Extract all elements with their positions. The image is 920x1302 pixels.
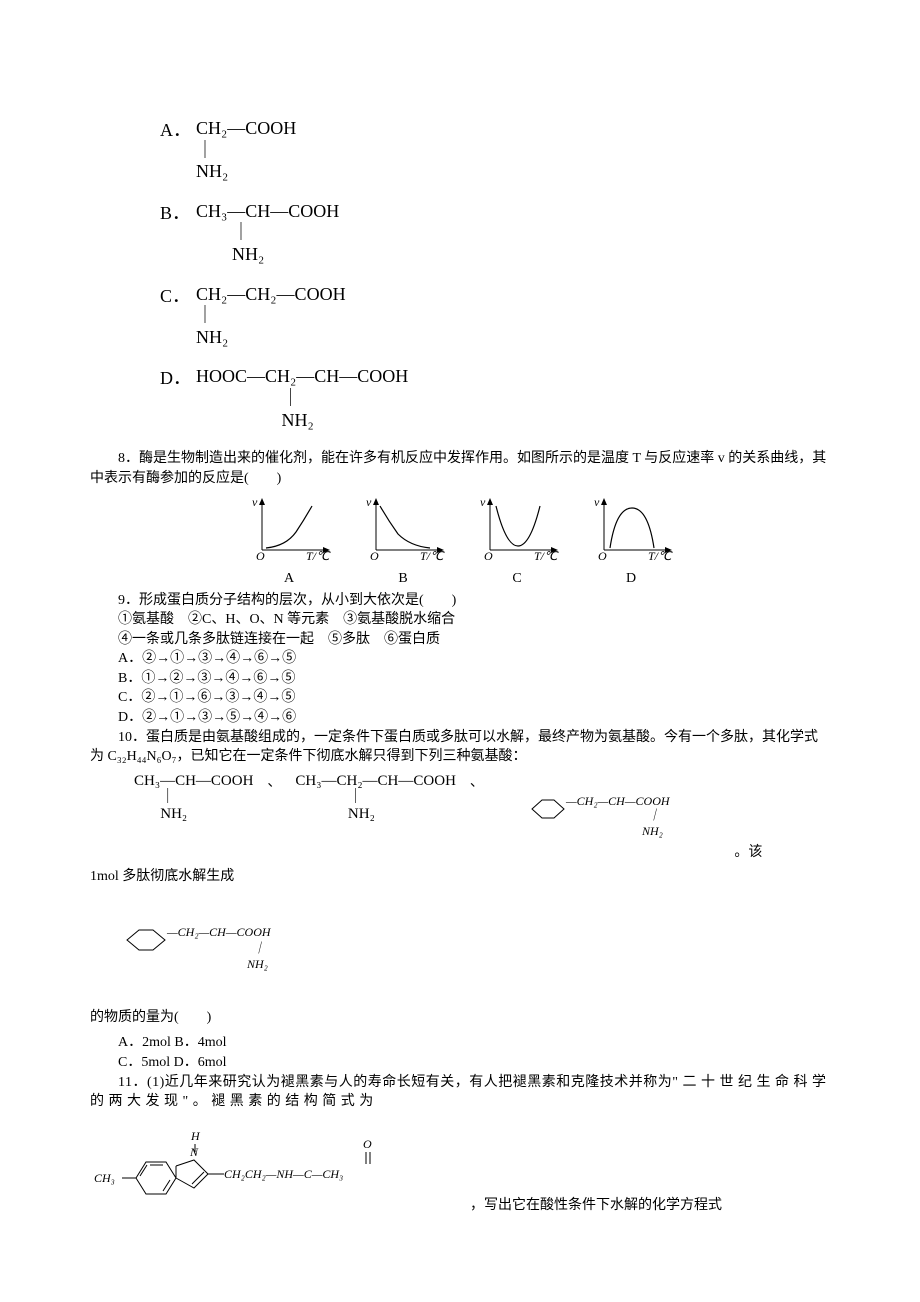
q10-p2: CH₃—CH₂—CH—COOH ｜ NH₂ [295, 773, 455, 823]
svg-text:v: v [366, 495, 372, 509]
q8-graph-a: v O T/℃ A [244, 494, 334, 588]
q10-p3-svg: —CH₂—CH—COOH ｜ NH₂ [520, 789, 720, 841]
q7-a-letter: A． [160, 118, 196, 143]
q10-tail2-b: 的物质的量为( ) [90, 1010, 211, 1025]
q7-d-structure: HOOC—CH₂—CH—COOH ｜ NH₂ [196, 366, 408, 431]
q8-graphs: v O T/℃ A v O T/℃ B v O T/℃ C [90, 494, 830, 588]
svg-text:T/℃: T/℃ [534, 549, 559, 562]
q10-opts-cd: C．5mol D．6mol [118, 1053, 830, 1073]
q9-items2: ④一条或几条多肽链连接在一起 ⑤多肽 ⑥蛋白质 [90, 630, 830, 650]
q7-a-structure: CH₂—COOH ｜ NH₂ [196, 118, 296, 183]
q8-graph-c: v O T/℃ C [472, 494, 562, 588]
svg-text:O: O [484, 549, 493, 562]
q8-graph-d-svg: v O T/℃ [586, 494, 676, 562]
q10-p1: CH₃—CH—COOH ｜ NH₂ [134, 773, 253, 823]
q9-a: A．②→①→③→④→⑥→⑤ [118, 649, 830, 669]
svg-text:｜: ｜ [253, 941, 265, 955]
svg-text:O: O [598, 549, 607, 562]
svg-text:v: v [252, 495, 258, 509]
q10-sep2: 、 [470, 773, 484, 793]
svg-text:H: H [190, 1129, 201, 1143]
q10-tail2: 1mol 多肽彻底水解生成 —CH₂—CH—COOH ｜ NH₂ 的物质的量为(… [90, 862, 830, 1033]
q8-graph-b: v O T/℃ B [358, 494, 448, 588]
svg-text:T/℃: T/℃ [648, 549, 673, 562]
q7-b-structure: CH₃—CH—COOH ｜ NH₂ [196, 201, 339, 266]
svg-text:O: O [363, 1137, 372, 1151]
q8-graph-d: v O T/℃ D [586, 494, 676, 588]
q7-option-a: A． CH₂—COOH ｜ NH₂ [160, 118, 830, 183]
q7-option-d: D． HOOC—CH₂—CH—COOH ｜ NH₂ [160, 366, 830, 431]
q8-graph-b-svg: v O T/℃ [358, 494, 448, 562]
q7-option-c: C． CH₂—CH₂—COOH ｜ NH₂ [160, 284, 830, 349]
q7-option-b: B． CH₃—CH—COOH ｜ NH₂ [160, 201, 830, 266]
q11-structure-row: CH₃ N H CH₂CH₂—NH—C—CH₃ O ，写出它在酸性条件下水解的化… [90, 1112, 830, 1222]
svg-text:O: O [256, 549, 265, 562]
q9-d: D．②→①→③→⑤→④→⑥ [118, 708, 830, 728]
svg-text:—CH₂—CH—COOH: —CH₂—CH—COOH [166, 925, 272, 939]
svg-text:N: N [189, 1145, 199, 1159]
svg-text:v: v [594, 495, 600, 509]
svg-text:—CH₂—CH—COOH: —CH₂—CH—COOH [565, 794, 671, 808]
q9-b: B．①→②→③→④→⑥→⑤ [118, 669, 830, 689]
svg-text:｜: ｜ [648, 808, 660, 822]
svg-text:CH₂CH₂—NH—C—CH₃: CH₂CH₂—NH—C—CH₃ [224, 1167, 343, 1181]
q7-c-structure: CH₂—CH₂—COOH ｜ NH₂ [196, 284, 346, 349]
q7-b-letter: B． [160, 201, 196, 226]
svg-text:T/℃: T/℃ [420, 549, 445, 562]
q11-structure-svg: CH₃ N H CH₂CH₂—NH—C—CH₃ O [90, 1112, 470, 1222]
q8-graph-a-svg: v O T/℃ [244, 494, 334, 562]
q8-graph-c-svg: v O T/℃ [472, 494, 562, 562]
q10-opts-ab: A．2mol B．4mol [118, 1033, 830, 1053]
q9-c: C．②→①→⑥→③→④→⑤ [118, 688, 830, 708]
q9-text: 9．形成蛋白质分子结构的层次，从小到大依次是( ) [90, 591, 830, 611]
q10-products: CH₃—CH—COOH ｜ NH₂ 、 CH₃—CH₂—CH—COOH ｜ NH… [130, 773, 830, 863]
q7-d-letter: D． [160, 366, 196, 391]
svg-text:v: v [480, 495, 486, 509]
svg-text:O: O [370, 549, 379, 562]
q9-items: ①氨基酸 ②C、H、O、N 等元素 ③氨基酸脱水缩合 [90, 610, 830, 630]
q10-text: 10．蛋白质是由氨基酸组成的，一定条件下蛋白质或多肽可以水解，最终产物为氨基酸。… [90, 728, 830, 767]
svg-text:T/℃: T/℃ [306, 549, 331, 562]
svg-text:CH₃: CH₃ [94, 1171, 115, 1185]
q10-big-svg: —CH₂—CH—COOH ｜ NH₂ [105, 916, 345, 976]
q8-text: 8．酶是生物制造出来的催化剂，能在许多有机反应中发挥作用。如图所示的是温度 T … [90, 449, 830, 488]
q11-text: 11．(1)近几年来研究认为褪黑素与人的寿命长短有关，有人把褪黑素和克隆技术并称… [90, 1073, 830, 1112]
svg-text:NH₂: NH₂ [246, 957, 268, 971]
q10-big-struct: —CH₂—CH—COOH ｜ NH₂ [90, 899, 830, 997]
q11-tail: ，写出它在酸性条件下水解的化学方程式 [470, 1196, 722, 1216]
q7-c-letter: C． [160, 284, 196, 309]
q10-p3: —CH₂—CH—COOH ｜ NH₂ [498, 773, 721, 863]
q10-tail2-a: 1mol 多肽彻底水解生成 [90, 869, 234, 884]
svg-text:NH₂: NH₂ [641, 824, 663, 838]
q10-sep1: 、 [267, 773, 281, 793]
q10-tail: 。该 [734, 843, 762, 863]
